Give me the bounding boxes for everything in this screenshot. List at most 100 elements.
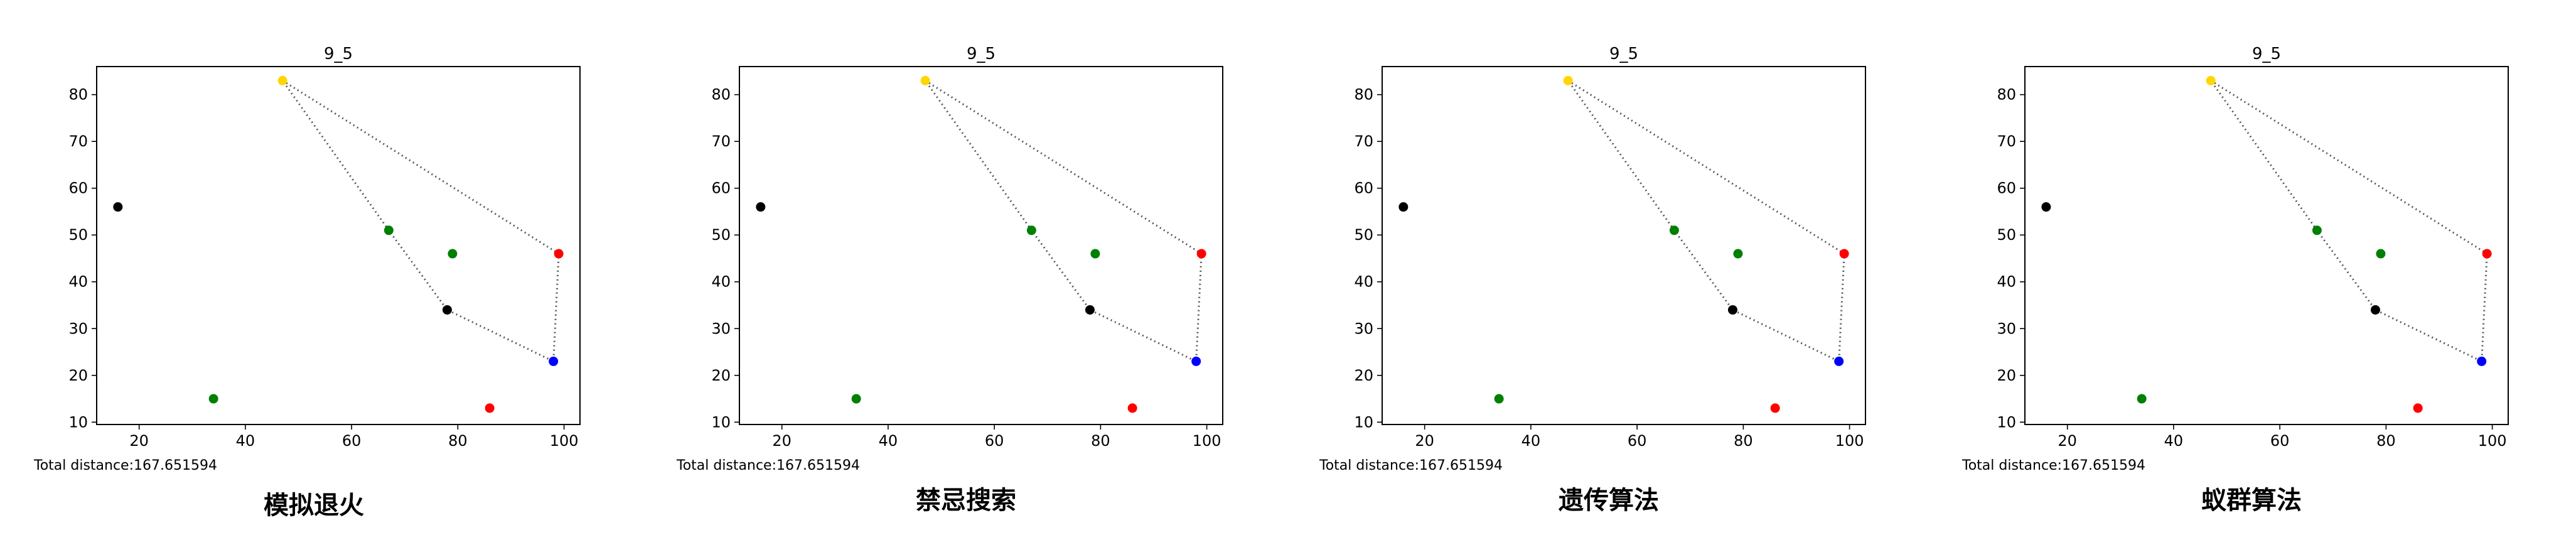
route-line [924, 80, 1203, 363]
total-distance-text: Total distance:167.651594 [1319, 458, 1503, 473]
data-point [448, 249, 458, 259]
algorithm-label: 模拟退火 [264, 491, 364, 520]
data-point [113, 202, 123, 212]
y-tick-label: 20 [711, 367, 731, 384]
y-tick-label: 10 [711, 413, 731, 431]
data-point [1669, 225, 1679, 235]
data-point [1733, 249, 1743, 259]
chart-panel-4: 9_5 20 40 60 80 100 10 20 30 40 50 60 70 80 Total dist… [1962, 45, 2509, 515]
chart-title: 9_5 [324, 45, 353, 63]
y-tick-label: 80 [1354, 86, 1373, 104]
y-tick-label: 50 [68, 226, 88, 244]
chart-panel-2: 9_5 20 40 60 80 100 10 20 30 40 50 60 70 80 Total dist… [676, 45, 1223, 515]
x-tick-label: 40 [236, 432, 255, 450]
x-tick-label: 60 [985, 432, 1004, 450]
data-point [1398, 202, 1409, 212]
data-point [920, 75, 930, 85]
y-tick-label: 40 [711, 273, 731, 291]
y-tick-label: 70 [68, 132, 88, 150]
data-point [2376, 249, 2386, 259]
data-point [384, 225, 394, 235]
data-point [1090, 249, 1100, 259]
data-point [1839, 249, 1849, 259]
y-tick-label: 50 [1354, 226, 1373, 244]
data-point [1727, 305, 1737, 315]
data-point [1494, 394, 1504, 404]
x-tick-label: 40 [879, 432, 898, 450]
x-tick-label: 100 [1193, 432, 1221, 450]
data-point [851, 394, 861, 404]
y-tick-label: 60 [1997, 180, 2016, 197]
algorithm-label: 遗传算法 [1559, 486, 1659, 515]
data-point [1127, 403, 1137, 413]
y-tick-label: 10 [1997, 413, 2016, 431]
x-tick-label: 80 [448, 432, 468, 450]
y-tick-label: 50 [711, 226, 731, 244]
y-tick-label: 60 [68, 180, 88, 197]
data-point [1085, 305, 1095, 315]
x-tick-label: 80 [2376, 432, 2396, 450]
data-point [277, 75, 287, 85]
data-point [1026, 225, 1036, 235]
x-tick-label: 60 [2270, 432, 2290, 450]
y-tick-label: 10 [68, 413, 88, 431]
y-tick-label: 60 [1354, 180, 1373, 197]
y-tick-label: 80 [68, 86, 88, 104]
y-tick-label: 30 [1354, 320, 1373, 337]
data-point [756, 202, 766, 212]
x-tick-label: 40 [2164, 432, 2184, 450]
data-point [2413, 403, 2423, 413]
chart-panel-3: 9_5 20 40 60 80 100 10 20 30 40 50 60 70 80 Total dist… [1319, 45, 1866, 515]
data-point [208, 394, 218, 404]
y-tick-label: 20 [68, 367, 88, 384]
data-point [1834, 356, 1844, 366]
x-tick-label: 60 [342, 432, 362, 450]
x-tick-label: 100 [550, 432, 579, 450]
y-tick-label: 30 [1997, 320, 2016, 337]
y-tick-label: 20 [1354, 367, 1373, 384]
plot-frame [739, 66, 1223, 425]
x-tick-label: 60 [1628, 432, 1647, 450]
total-distance-text: Total distance:167.651594 [33, 458, 217, 473]
data-point [549, 356, 559, 366]
x-tick-label: 20 [772, 432, 792, 450]
y-tick-label: 70 [1354, 132, 1373, 150]
y-tick-label: 10 [1354, 413, 1373, 431]
y-tick-label: 20 [1997, 367, 2016, 384]
data-point [1196, 249, 1206, 259]
y-tick-label: 40 [1354, 273, 1373, 291]
plot-frame [96, 66, 581, 425]
data-point [2312, 225, 2322, 235]
y-tick-label: 60 [711, 180, 731, 197]
route-line [281, 80, 560, 363]
data-point [485, 403, 495, 413]
x-tick-label: 20 [2058, 432, 2077, 450]
total-distance-text: Total distance:167.651594 [676, 458, 860, 473]
x-tick-label: 80 [1091, 432, 1110, 450]
data-point [2477, 356, 2487, 366]
data-point [1563, 75, 1573, 85]
y-tick-label: 40 [68, 273, 88, 291]
x-tick-label: 20 [1415, 432, 1434, 450]
data-point [554, 249, 564, 259]
total-distance-text: Total distance:167.651594 [1962, 458, 2145, 473]
plot-frame [1382, 66, 1866, 425]
data-point [2206, 75, 2216, 85]
plot-frame [2024, 66, 2509, 425]
y-tick-label: 80 [1997, 86, 2016, 104]
x-tick-label: 80 [1734, 432, 1753, 450]
chart-title: 9_5 [1609, 45, 1638, 63]
data-point [2482, 249, 2492, 259]
data-point [2370, 305, 2380, 315]
data-point [442, 305, 452, 315]
chart-title: 9_5 [2252, 45, 2281, 63]
algorithm-label: 禁忌搜索 [916, 486, 1016, 515]
y-tick-label: 30 [711, 320, 731, 337]
data-point [2137, 394, 2147, 404]
y-tick-label: 80 [711, 86, 731, 104]
route-line [2209, 80, 2488, 363]
x-tick-label: 100 [1835, 432, 1864, 450]
y-tick-label: 30 [68, 320, 88, 337]
y-tick-label: 40 [1997, 273, 2016, 291]
algorithm-label: 蚁群算法 [2201, 486, 2302, 515]
